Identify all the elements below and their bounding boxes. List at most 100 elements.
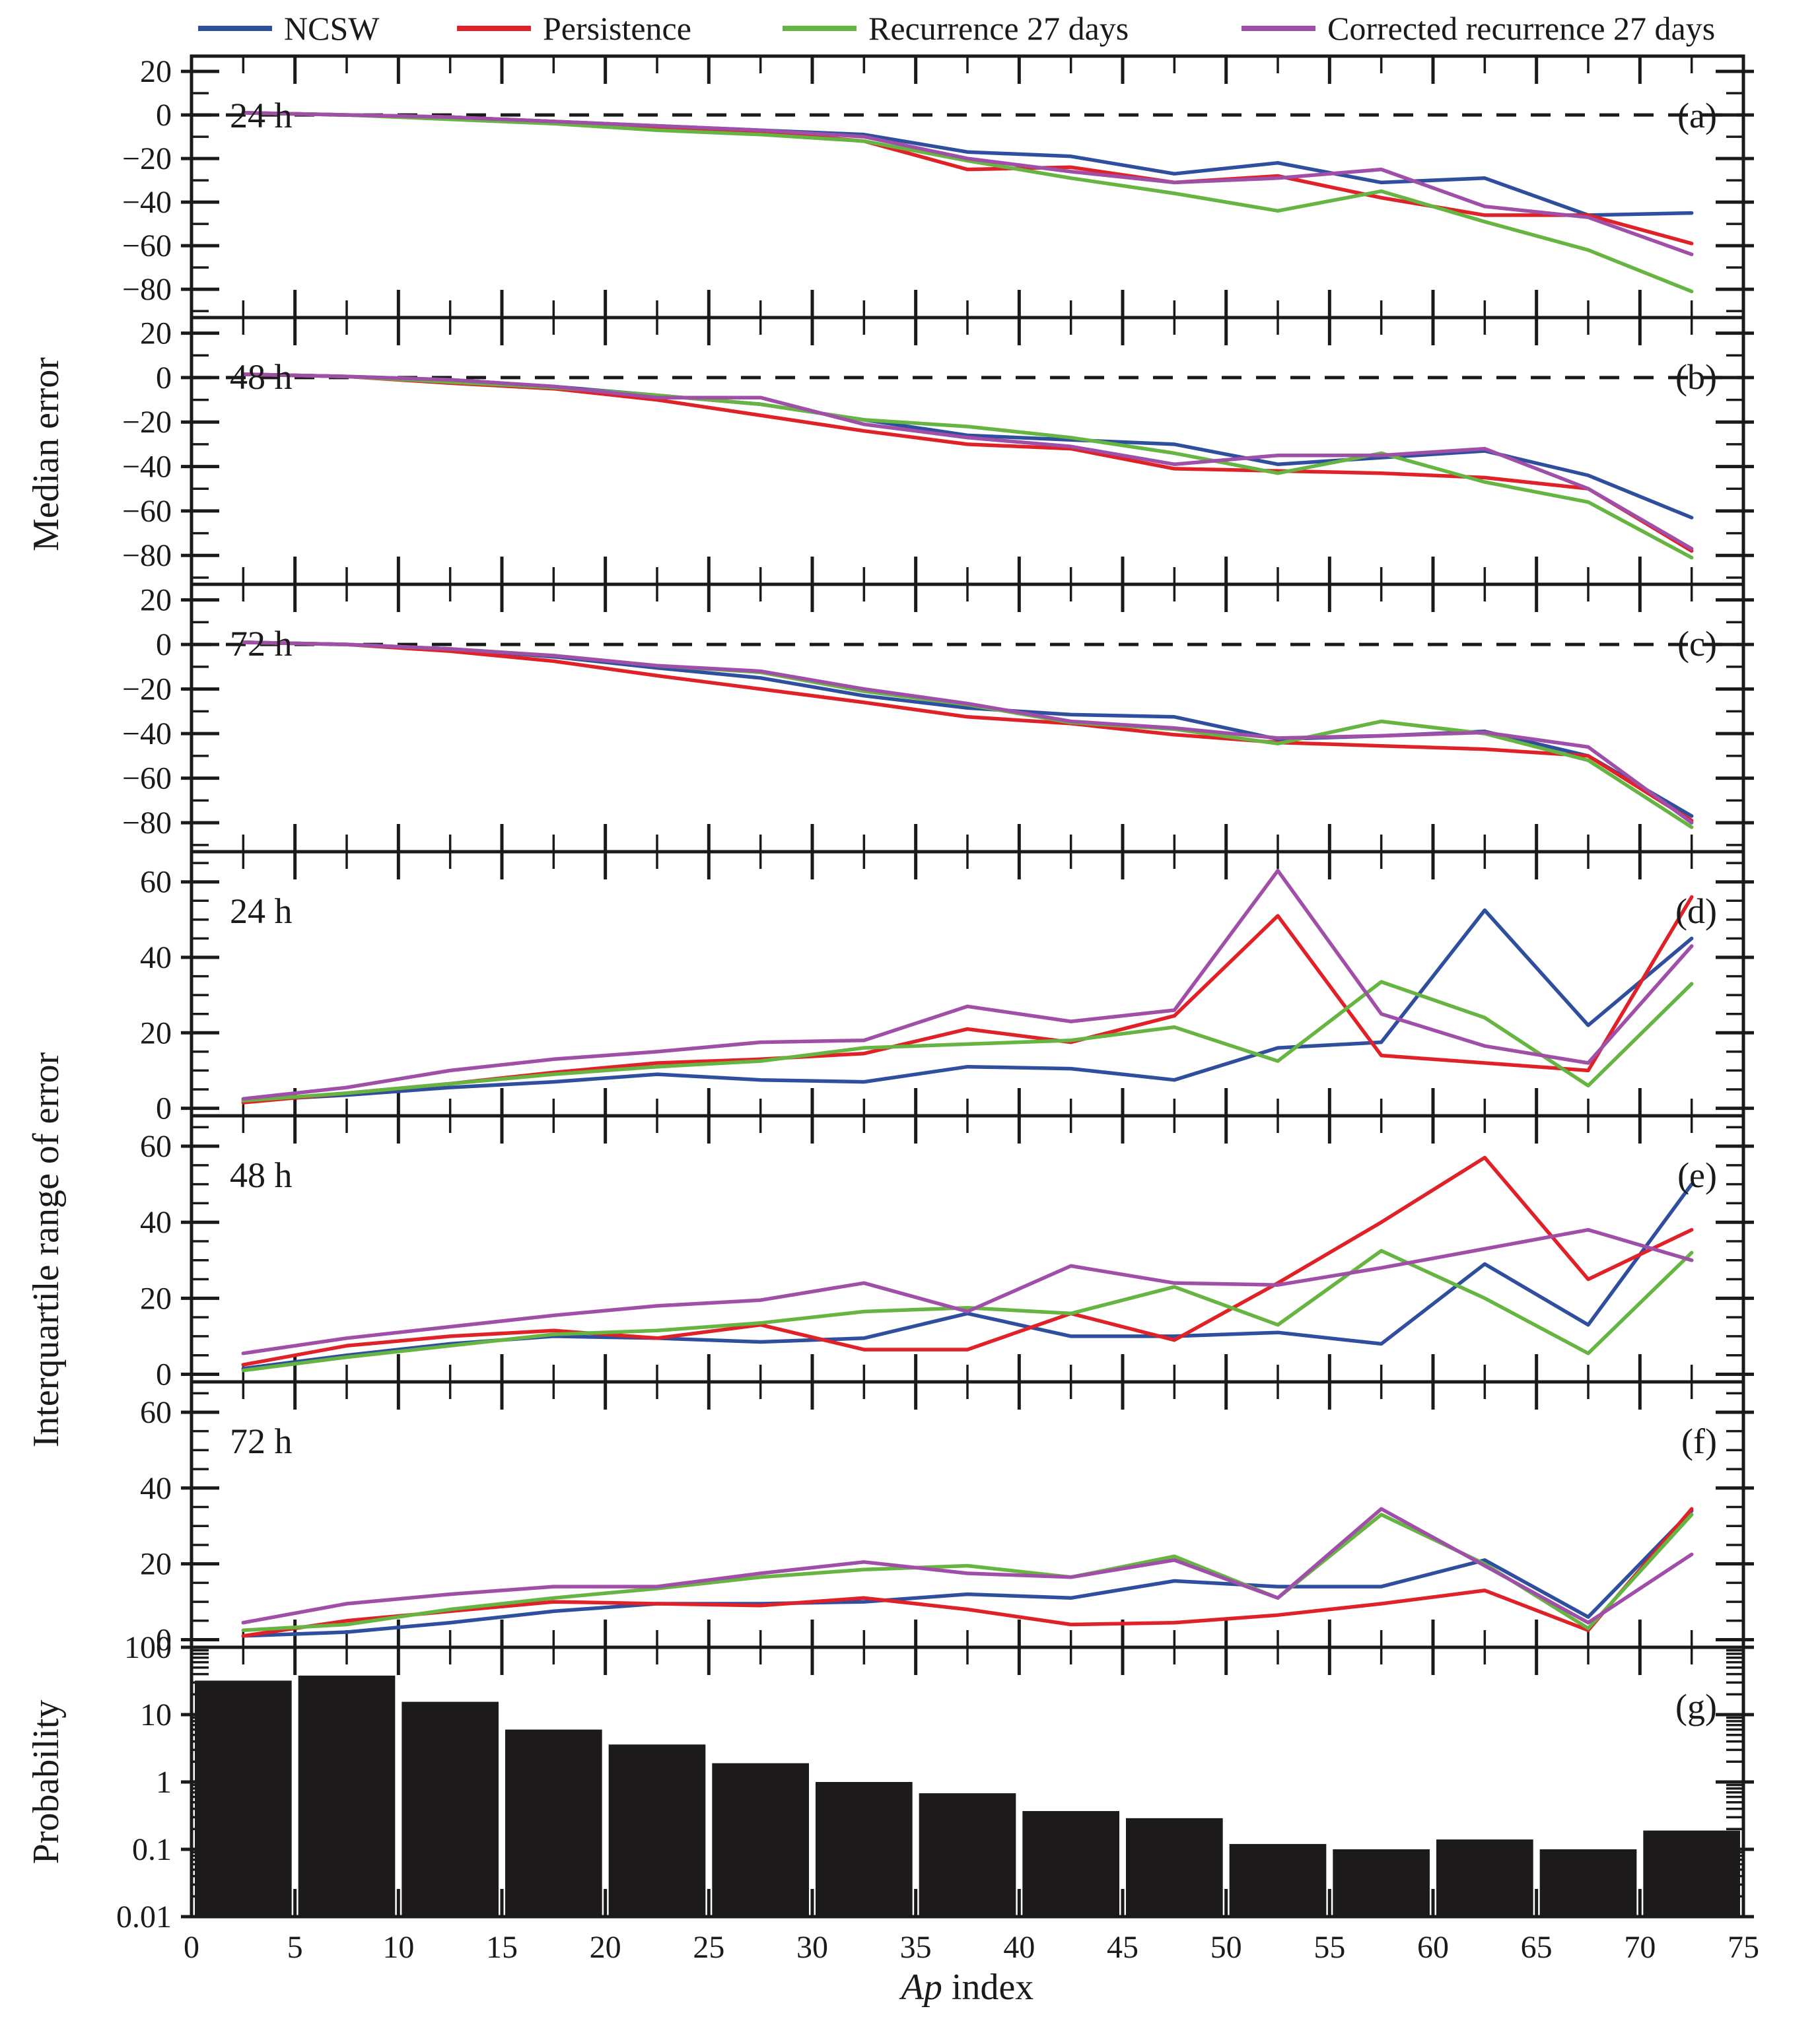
x-axis-title: Ap index (192, 1966, 1743, 2008)
y-tick-label: −80 (122, 272, 172, 307)
series-line-persistence (241, 1155, 1694, 1367)
axis-ticks (181, 1116, 1754, 1382)
y-tick-label: −60 (122, 761, 172, 796)
panel-horizon-label: 24 h (230, 891, 293, 931)
series-line-recurrence-27-days (241, 1249, 1694, 1373)
x-tick-label: 5 (287, 1930, 303, 1965)
y-tick-label: 0.1 (132, 1832, 172, 1867)
legend-label: Recurrence 27 days (868, 10, 1129, 47)
legend-swatch-recurrence-line (783, 26, 857, 31)
y-tick-label: 100 (124, 1630, 172, 1665)
legend-label: Corrected recurrence 27 days (1327, 10, 1716, 47)
axis-ticks (181, 56, 1754, 318)
series-line-corrected-recurrence-27-days (241, 868, 1694, 1101)
probability-bar (1539, 1849, 1637, 1917)
y-axis-title-probability: Probability (26, 1699, 67, 1865)
series-line-ncsw (241, 111, 1694, 217)
y-tick-label: 0 (156, 627, 172, 662)
probability-bar (1126, 1818, 1223, 1917)
x-tick-label: 40 (1003, 1930, 1035, 1965)
series-line-persistence (241, 372, 1694, 553)
y-axis-title-iqr: Interquartile range of error (26, 1052, 67, 1447)
x-tick-label: 45 (1107, 1930, 1138, 1965)
y-tick-label: 20 (140, 1547, 172, 1582)
probability-bar (195, 1680, 292, 1917)
y-tick-label: 10 (140, 1697, 172, 1732)
x-tick-label: 75 (1728, 1930, 1759, 1965)
x-tick-label: 15 (486, 1930, 518, 1965)
probability-bar (1333, 1849, 1430, 1917)
y-tick-label: 40 (140, 1205, 172, 1240)
y-tick-label: −40 (122, 450, 172, 485)
panel-horizon-label: 24 h (230, 96, 293, 135)
panel-g: 100 10 1 0.1 0.01 (g) (116, 1630, 1754, 1934)
panel-horizon-label: 48 h (230, 1155, 293, 1195)
y-tick-label: 60 (140, 1395, 172, 1430)
x-tick-label: 20 (590, 1930, 621, 1965)
legend-label: NCSW (284, 10, 380, 47)
panel-border (190, 1380, 1745, 1649)
probability-bar (1436, 1839, 1533, 1917)
panel-letter: (g) (1675, 1687, 1717, 1727)
y-tick-label: 20 (140, 316, 172, 351)
y-tick-label: −20 (122, 405, 172, 440)
legend-swatch-persistence-line (457, 26, 531, 31)
y-tick-label: 0 (156, 1091, 172, 1126)
y-tick-label: 0 (156, 1357, 172, 1392)
y-tick-label: −20 (122, 672, 172, 707)
y-tick-label: −40 (122, 716, 172, 751)
x-tick-label: 50 (1210, 1930, 1242, 1965)
series-line-recurrence-27-days (241, 372, 1694, 560)
series-line-corrected-recurrence-27-days (241, 1507, 1694, 1625)
series-line-corrected-recurrence-27-days (241, 640, 1694, 825)
probability-bar (1022, 1811, 1119, 1917)
panel-f: 60 40 20 0 72 h (f) (140, 1380, 1754, 1658)
y-tick-label: 0 (156, 98, 172, 133)
series-line-ncsw (241, 908, 1694, 1103)
x-tick-label: 70 (1624, 1930, 1656, 1965)
y-tick-label: 60 (140, 1129, 172, 1164)
axis-ticks (181, 318, 1754, 584)
panel-a: 20 0 −20 −40 −60 −80 24 h (a) (122, 54, 1754, 320)
y-tick-label: 40 (140, 1471, 172, 1506)
x-axis-title-italic: Ap (901, 1967, 942, 2008)
x-tick-label: 35 (900, 1930, 932, 1965)
series-line-persistence (241, 1507, 1694, 1638)
panel-horizon-label: 72 h (230, 1421, 293, 1461)
probability-bar (1643, 1830, 1740, 1917)
panel-letter: (c) (1677, 624, 1717, 664)
y-tick-label: −60 (122, 228, 172, 263)
y-tick-label: 20 (140, 54, 172, 89)
series-line-corrected-recurrence-27-days (241, 1227, 1694, 1355)
panel-letter: (a) (1677, 96, 1717, 135)
y-tick-label: 20 (140, 583, 172, 618)
panel-b: 20 0 −20 −40 −60 −80 48 h (b) (122, 316, 1754, 586)
panel-horizon-label: 48 h (230, 357, 293, 397)
probability-bar (712, 1763, 809, 1917)
y-tick-label: −60 (122, 494, 172, 529)
panel-d: 60 40 20 0 24 h (d) (140, 850, 1754, 1126)
series-line-ncsw (241, 1509, 1694, 1638)
legend-item-corrected-recurrence: Corrected recurrence 27 days (1242, 9, 1715, 48)
x-axis-title-rest: index (942, 1967, 1034, 2008)
y-tick-label: 40 (140, 940, 172, 975)
panel-border (190, 316, 1745, 586)
series-line-persistence (241, 895, 1694, 1105)
probability-bar (298, 1675, 396, 1917)
axis-ticks (181, 1382, 1754, 1647)
x-tick-label: 30 (796, 1930, 828, 1965)
panel-letter: (f) (1681, 1421, 1717, 1461)
probability-bar (402, 1701, 499, 1917)
legend-label: Persistence (543, 10, 691, 47)
panel-border (190, 1114, 1745, 1384)
legend-item-persistence: Persistence (457, 9, 691, 48)
panel-c: 20 0 −20 −40 −60 −80 72 h (c) (122, 582, 1754, 854)
series-line-ncsw (241, 1182, 1694, 1371)
legend-item-recurrence: Recurrence 27 days (783, 9, 1129, 48)
y-tick-label: 1 (156, 1765, 172, 1800)
probability-bar (505, 1729, 602, 1917)
series-line-recurrence-27-days (241, 980, 1694, 1103)
legend-swatch-ncsw-line (198, 26, 272, 31)
panel-letter: (e) (1677, 1155, 1717, 1195)
